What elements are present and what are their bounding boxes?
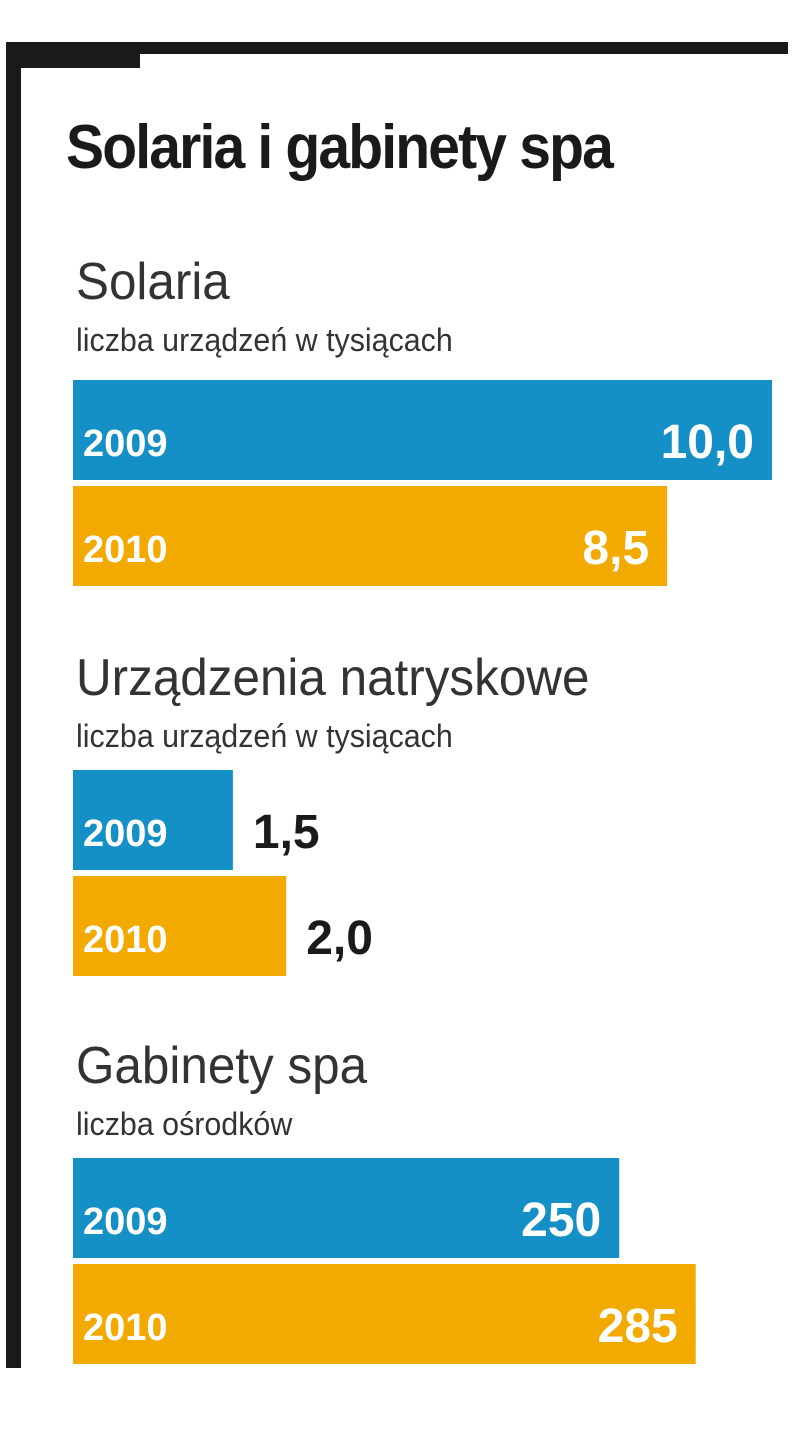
- bar-solaria-2009: [73, 380, 772, 480]
- chart-gabinety: 2009 250 2010 285: [73, 1158, 696, 1364]
- category-label-solaria-2009: 2009: [83, 423, 168, 465]
- chart-natryskowe: 2009 1,5 2010 2,0: [73, 770, 373, 976]
- category-label-natryskowe-2009: 2009: [83, 813, 168, 855]
- category-label-solaria-2010: 2010: [83, 529, 168, 571]
- bar-natryskowe-2009: [73, 770, 233, 870]
- frame-top-rule: [6, 42, 788, 54]
- panel-title-solaria: Solaria: [76, 253, 230, 311]
- frame-left-rule: [6, 42, 21, 1368]
- value-label-gabinety-2010: 285: [598, 1300, 678, 1353]
- value-label-solaria-2010: 8,5: [582, 522, 649, 575]
- main-title: Solaria i gabinety spa: [66, 113, 614, 182]
- bar-gabinety-2009: [73, 1158, 620, 1258]
- chart-solaria: 2009 10,0 2010 8,5: [73, 380, 772, 586]
- category-label-natryskowe-2010: 2010: [83, 919, 168, 961]
- value-label-gabinety-2009: 250: [521, 1194, 601, 1247]
- panel-subtitle-natryskowe: liczba urządzeń w tysiącach: [76, 718, 453, 754]
- panel-title-natryskowe: Urządzenia natryskowe: [76, 649, 590, 707]
- value-label-solaria-2009: 10,0: [661, 416, 754, 469]
- panel-subtitle-gabinety: liczba ośrodków: [76, 1106, 293, 1142]
- bar-solaria-2010: [73, 486, 668, 586]
- category-label-gabinety-2010: 2010: [83, 1307, 168, 1349]
- bar-natryskowe-2010: [73, 876, 287, 976]
- panel-title-gabinety: Gabinety spa: [76, 1037, 368, 1095]
- bar-gabinety-2010: [73, 1264, 696, 1364]
- value-label-natryskowe-2009: 1,5: [253, 806, 320, 859]
- panel-subtitle-solaria: liczba urządzeń w tysiącach: [76, 322, 453, 358]
- category-label-gabinety-2009: 2009: [83, 1201, 168, 1243]
- value-label-natryskowe-2010: 2,0: [306, 912, 373, 965]
